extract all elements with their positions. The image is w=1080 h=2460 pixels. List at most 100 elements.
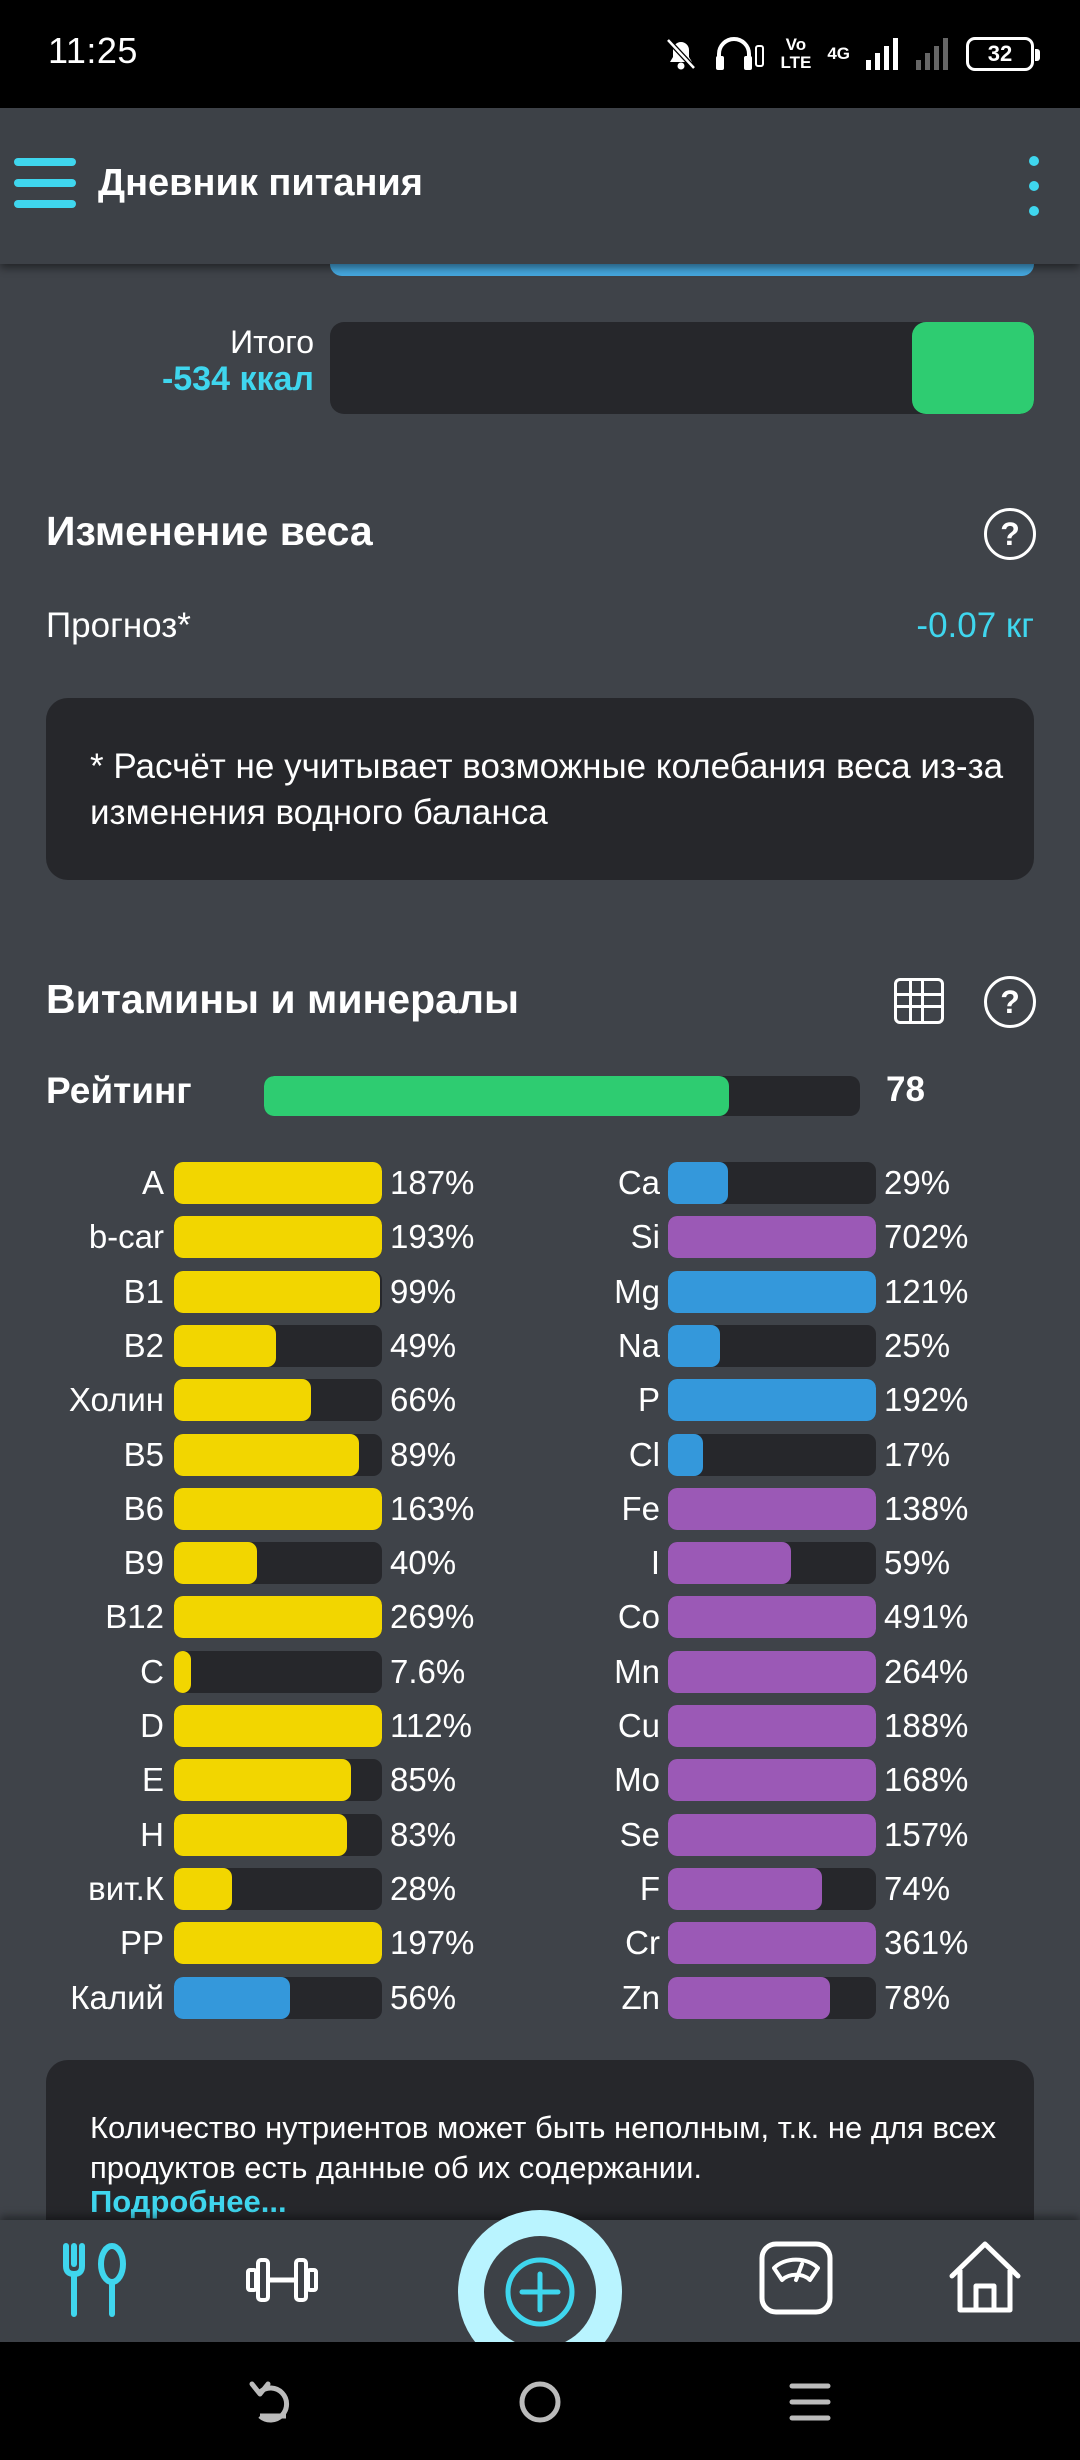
nutrient-name: Se bbox=[619, 1816, 660, 1853]
nutrient-bar-fill bbox=[668, 1596, 876, 1638]
nutrient-bar-fill bbox=[668, 1705, 876, 1747]
nutrient-bar bbox=[174, 1596, 382, 1638]
nutrient-percent: 59% bbox=[884, 1544, 951, 1581]
nutrient-name: F bbox=[639, 1870, 660, 1907]
nutrient-bar-fill bbox=[174, 1705, 382, 1747]
nutrient-bar-fill bbox=[668, 1759, 876, 1801]
nutrient-name: Cl bbox=[628, 1436, 660, 1473]
headphones-icon bbox=[716, 37, 765, 70]
forecast-label: Прогноз* bbox=[46, 606, 191, 645]
nutrient-name: Ca bbox=[617, 1164, 660, 1201]
nutrient-bar bbox=[668, 1542, 876, 1584]
status-time: 11:25 bbox=[48, 30, 138, 71]
nutrient-bar-fill bbox=[174, 1651, 191, 1693]
weight-help-icon[interactable]: ? bbox=[984, 508, 1036, 560]
nutrient-name: Mg bbox=[614, 1273, 660, 1310]
nutrient-percent: 66% bbox=[390, 1381, 457, 1418]
nutrient-name: вит.К bbox=[88, 1870, 164, 1907]
nutrient-bar bbox=[174, 1977, 382, 2019]
nutrient-bar bbox=[668, 1759, 876, 1801]
nutrient-name: B2 bbox=[123, 1327, 164, 1364]
nutrient-percent: 157% bbox=[884, 1816, 969, 1853]
nutrient-percent: 99% bbox=[390, 1273, 457, 1310]
nutrient-bar bbox=[174, 1705, 382, 1747]
nutrient-bar-fill bbox=[174, 1488, 382, 1530]
nutrient-bar-fill bbox=[668, 1814, 876, 1856]
vitamins-help-icon[interactable]: ? bbox=[984, 976, 1036, 1028]
nutrient-bar bbox=[174, 1814, 382, 1856]
rating-bar-fill bbox=[264, 1076, 729, 1116]
nutrient-percent: 56% bbox=[390, 1979, 457, 2016]
table-icon[interactable] bbox=[894, 978, 944, 1024]
app-title: Дневник питания bbox=[98, 162, 423, 204]
mute-bell-icon bbox=[666, 38, 697, 70]
signal-2-icon bbox=[916, 38, 948, 70]
nutrient-name: Cr bbox=[625, 1924, 660, 1961]
nav-diary[interactable] bbox=[58, 2242, 134, 2323]
nutrient-name: H bbox=[140, 1816, 164, 1853]
nutrient-percent: 188% bbox=[884, 1707, 969, 1744]
nutrient-percent: 138% bbox=[884, 1490, 969, 1527]
nutrient-bar bbox=[174, 1868, 382, 1910]
nutrient-bar bbox=[174, 1922, 382, 1964]
nav-home[interactable] bbox=[946, 2238, 1024, 2321]
nutrient-bar bbox=[174, 1325, 382, 1367]
nutrient-bar-fill bbox=[668, 1271, 876, 1313]
nutrient-bar-fill bbox=[668, 1216, 876, 1258]
app-bar: Дневник питания bbox=[0, 108, 1080, 264]
nutrient-bar-fill bbox=[174, 1922, 382, 1964]
nutrient-bar bbox=[668, 1651, 876, 1693]
nutrient-bar bbox=[668, 1868, 876, 1910]
nutrient-bar bbox=[668, 1977, 876, 2019]
nav-exercise[interactable] bbox=[244, 2250, 320, 2315]
home-system-button[interactable] bbox=[516, 2372, 564, 2433]
vitamins-section-title: Витамины и минералы bbox=[46, 976, 520, 1022]
total-bar bbox=[330, 322, 1034, 414]
nutrient-name: I bbox=[650, 1544, 660, 1581]
nutrient-bar bbox=[174, 1216, 382, 1258]
nutrient-percent: 7.6% bbox=[390, 1653, 466, 1690]
nutrient-name: B12 bbox=[105, 1598, 164, 1635]
volte-indicator: Vo LTE bbox=[780, 36, 811, 72]
nutrient-name: E bbox=[141, 1761, 164, 1798]
nutrient-percent: 269% bbox=[390, 1598, 475, 1635]
nutrient-bar bbox=[668, 1162, 876, 1204]
nutrient-name: Холин bbox=[68, 1381, 164, 1418]
nutrients-info-card: Количество нутриентов может быть неполны… bbox=[46, 2060, 1034, 2220]
nutrient-bar-fill bbox=[668, 1977, 831, 2019]
system-nav-bar bbox=[0, 2342, 1080, 2460]
nutrient-percent: 168% bbox=[884, 1761, 969, 1798]
nutrient-percent: 163% bbox=[390, 1490, 475, 1527]
bottom-nav bbox=[0, 2210, 1080, 2374]
nutrient-percent: 17% bbox=[884, 1436, 951, 1473]
fork-spoon-icon bbox=[63, 2243, 126, 2317]
nutrient-bar bbox=[668, 1488, 876, 1530]
nutrient-name: D bbox=[140, 1707, 164, 1744]
menu-icon[interactable] bbox=[14, 158, 76, 208]
nutrient-bar bbox=[668, 1379, 876, 1421]
nav-weight[interactable] bbox=[758, 2240, 834, 2321]
network-type: 4G bbox=[827, 44, 850, 63]
back-button[interactable] bbox=[246, 2372, 294, 2433]
nutrient-bar-fill bbox=[174, 1271, 380, 1313]
nutrient-bar-fill bbox=[174, 1814, 347, 1856]
nutrient-name: Mo bbox=[614, 1761, 660, 1798]
nutrient-percent: 264% bbox=[884, 1653, 969, 1690]
forecast-value: -0.07 кг bbox=[916, 606, 1034, 645]
nutrient-name: Na bbox=[617, 1327, 660, 1364]
nutrient-name: B6 bbox=[123, 1490, 164, 1527]
recents-button[interactable] bbox=[786, 2372, 834, 2433]
nutrient-name: b-car bbox=[88, 1218, 164, 1255]
more-link[interactable]: Подробнее... bbox=[90, 2184, 287, 2219]
nutrient-percent: 197% bbox=[390, 1924, 475, 1961]
nutrient-bar-fill bbox=[668, 1434, 704, 1476]
more-options-icon[interactable] bbox=[1024, 156, 1044, 220]
nutrient-percent: 121% bbox=[884, 1273, 969, 1310]
total-bar-fill bbox=[911, 322, 1034, 414]
nutrient-bar bbox=[174, 1759, 382, 1801]
nutrient-bar-fill bbox=[174, 1379, 312, 1421]
previous-bar bbox=[330, 264, 1034, 276]
weight-note-card: * Расчёт не учитывает возможные колебани… bbox=[46, 698, 1034, 880]
nutrient-bar-fill bbox=[174, 1977, 291, 2019]
nutrient-bar bbox=[668, 1216, 876, 1258]
